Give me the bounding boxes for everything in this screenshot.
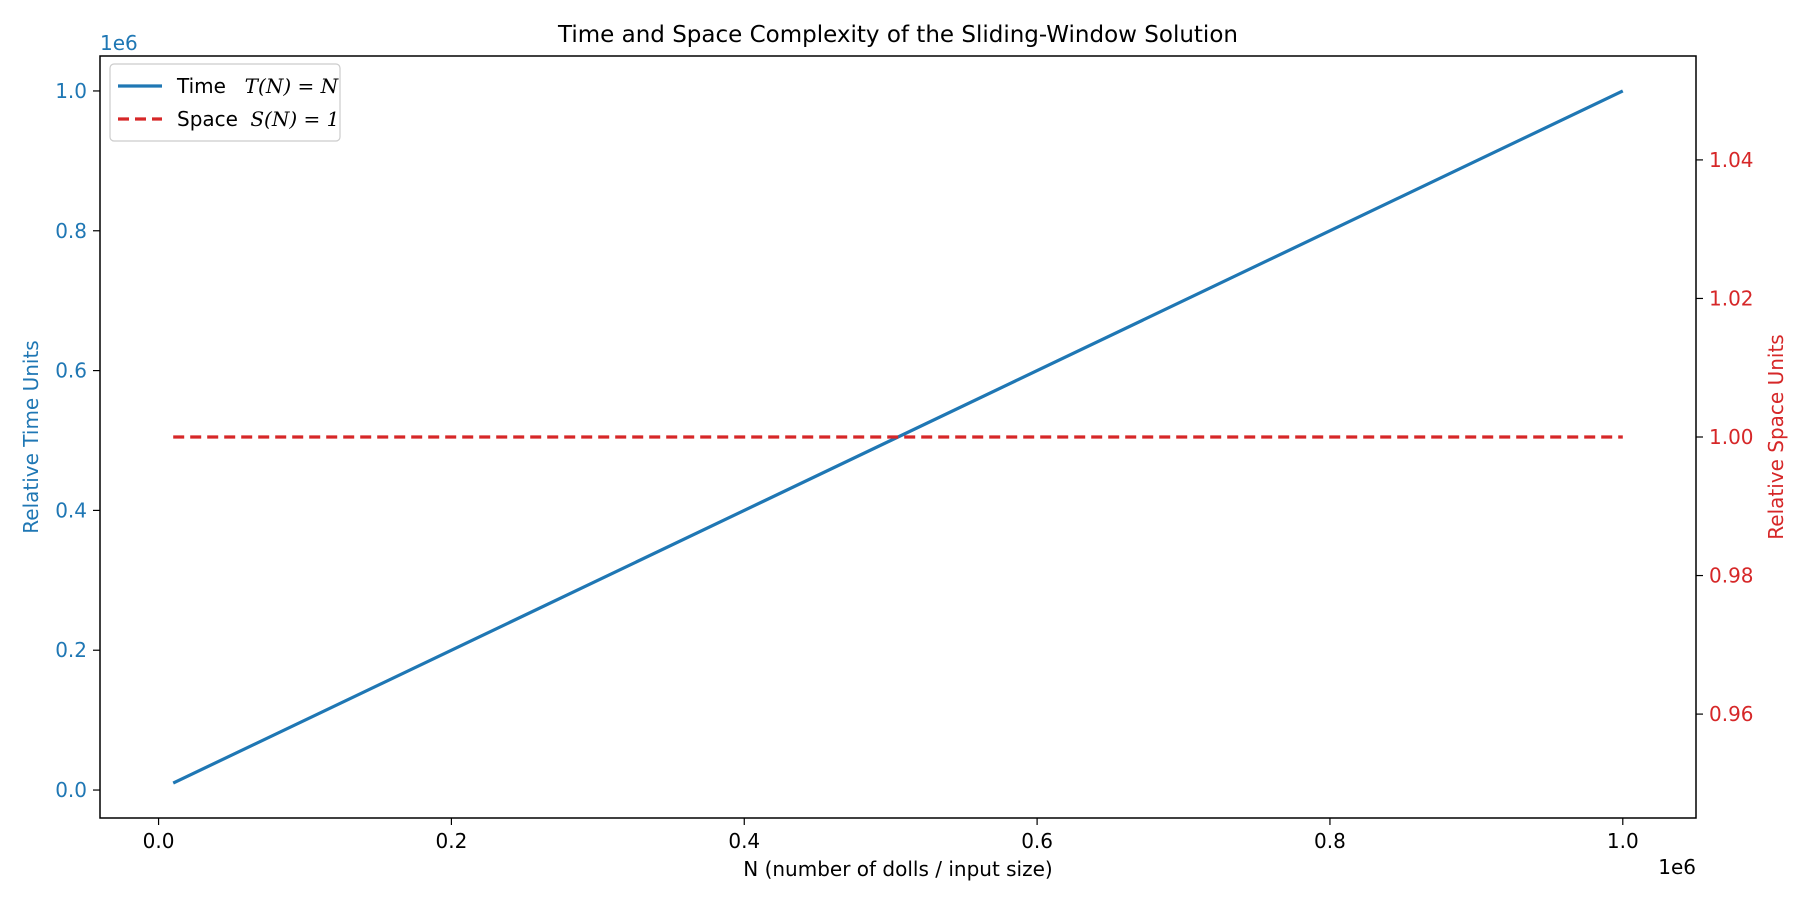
chart-title: Time and Space Complexity of the Sliding… xyxy=(557,22,1238,48)
x-tick-label: 1.0 xyxy=(1607,829,1639,853)
y-right-tick-label: 0.98 xyxy=(1709,564,1754,588)
y-axis-left-offset-text: 1e6 xyxy=(100,31,138,55)
y-left-tick-label: 0.0 xyxy=(55,778,87,802)
y-axis-right: 0.96 0.98 1.00 1.02 1.04 xyxy=(1696,148,1754,726)
y-right-tick-label: 1.04 xyxy=(1709,148,1754,172)
y-right-tick-label: 1.00 xyxy=(1709,425,1754,449)
x-axis-label: N (number of dolls / input size) xyxy=(743,857,1052,881)
legend: Time T(N) = N Space S(N) = 1 xyxy=(109,63,341,142)
legend-label-time-prefix: Time xyxy=(176,74,239,98)
y-right-tick-label: 1.02 xyxy=(1709,286,1754,310)
y-axis-right-label: Relative Space Units xyxy=(1764,334,1788,539)
legend-label-time: Time T(N) = N xyxy=(176,74,340,98)
legend-label-space-prefix: Space xyxy=(177,107,244,131)
legend-label-space: Space S(N) = 1 xyxy=(177,107,339,131)
x-tick-label: 0.0 xyxy=(143,829,175,853)
x-tick-label: 0.4 xyxy=(728,829,760,853)
y-left-tick-label: 0.8 xyxy=(55,219,87,243)
plot-area xyxy=(172,89,1624,785)
x-tick-label: 0.2 xyxy=(436,829,468,853)
y-left-tick-label: 0.4 xyxy=(55,498,87,522)
x-tick-label: 0.6 xyxy=(1021,829,1053,853)
y-axis-left: 0.0 0.2 0.4 0.6 0.8 1.0 xyxy=(55,79,100,802)
y-left-tick-label: 0.2 xyxy=(55,638,87,662)
x-tick-label: 0.8 xyxy=(1314,829,1346,853)
y-axis-left-label: Relative Time Units xyxy=(19,340,43,533)
y-right-tick-label: 0.96 xyxy=(1709,702,1754,726)
x-axis: 0.0 0.2 0.4 0.6 0.8 1.0 xyxy=(143,818,1639,853)
y-left-tick-label: 0.6 xyxy=(55,359,87,383)
x-axis-offset-text: 1e6 xyxy=(1658,855,1696,879)
legend-box xyxy=(109,63,341,142)
legend-label-space-math: S(N) = 1 xyxy=(250,107,339,131)
y-left-tick-label: 1.0 xyxy=(55,79,87,103)
legend-label-time-math: T(N) = N xyxy=(245,74,340,98)
